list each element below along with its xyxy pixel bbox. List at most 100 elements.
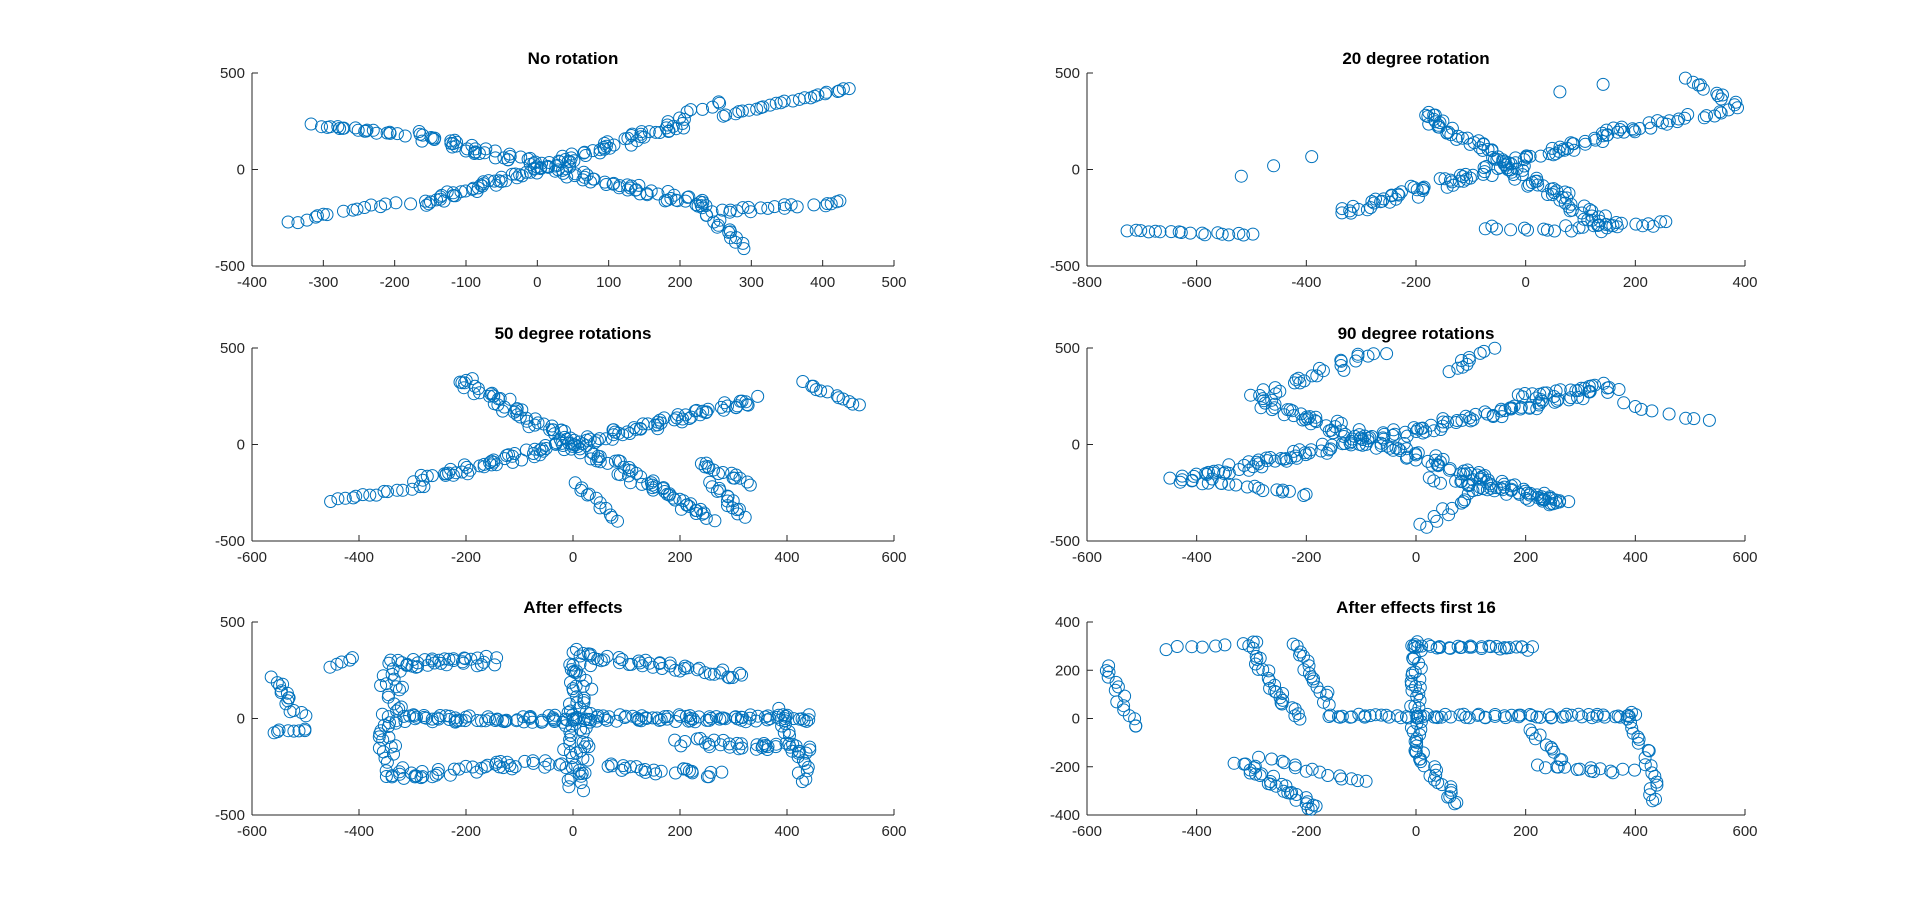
data-point (417, 480, 431, 494)
y-tick-label: -200 (1050, 759, 1080, 776)
data-point (1354, 431, 1368, 445)
data-point (1541, 188, 1555, 201)
data-point (572, 763, 586, 777)
data-point (381, 720, 395, 733)
data-point (377, 484, 391, 498)
data-point (657, 411, 671, 425)
data-point (542, 757, 556, 771)
data-point (1572, 707, 1586, 721)
data-point (589, 491, 603, 505)
data-point (446, 186, 460, 200)
data-point (1237, 458, 1251, 472)
data-point (363, 488, 377, 502)
data-point (1374, 439, 1388, 453)
data-point (433, 709, 447, 722)
data-point (1495, 410, 1509, 424)
data-point (299, 709, 313, 723)
data-point (646, 660, 660, 674)
x-tick-label: 400 (774, 823, 799, 840)
data-point (677, 762, 690, 776)
data-point (564, 437, 578, 451)
data-point (724, 231, 737, 245)
data-point (1277, 756, 1291, 770)
data-point (1540, 386, 1554, 400)
data-point (1696, 82, 1710, 96)
data-point (593, 501, 607, 515)
data-point (1714, 106, 1728, 120)
x-tick-label: -600 (237, 549, 267, 566)
data-point (599, 139, 613, 153)
data-point (728, 710, 742, 724)
data-point (505, 167, 519, 181)
data-point (323, 660, 337, 674)
data-point (779, 717, 792, 731)
data-point (1453, 467, 1467, 481)
data-point (503, 759, 517, 772)
data-point (1275, 485, 1289, 499)
data-point (590, 434, 604, 448)
data-point (1159, 643, 1173, 657)
data-point (281, 215, 295, 229)
data-point (714, 400, 728, 414)
data-point (1532, 398, 1546, 412)
data-point (561, 773, 575, 787)
data-point (598, 136, 611, 150)
data-point (490, 755, 503, 769)
data-point (396, 483, 410, 497)
data-point (576, 173, 590, 187)
data-point (578, 766, 592, 780)
data-point (1256, 392, 1270, 406)
data-point (372, 741, 386, 755)
data-point (674, 739, 688, 753)
data-point (1606, 766, 1620, 780)
data-point (1565, 708, 1579, 722)
data-point (425, 712, 439, 726)
data-point (806, 379, 820, 393)
data-point (658, 485, 672, 498)
data-point (1598, 710, 1612, 724)
data-point (459, 144, 473, 158)
data-point (1099, 664, 1113, 678)
data-point (1551, 392, 1565, 406)
data-point (1433, 455, 1447, 469)
data-point (1262, 664, 1276, 678)
data-point (471, 382, 485, 396)
x-tick-label: -600 (1072, 549, 1102, 566)
data-point (416, 473, 430, 487)
data-point (730, 736, 744, 750)
data-point (814, 384, 828, 398)
data-point (1646, 794, 1660, 808)
data-point (601, 759, 615, 773)
data-point (1596, 77, 1610, 91)
data-point (1195, 640, 1209, 654)
x-tick-label: 0 (1412, 549, 1420, 566)
data-point (1345, 432, 1359, 446)
data-point (1645, 766, 1659, 780)
data-point (737, 242, 751, 256)
data-point (486, 389, 500, 403)
data-point (457, 651, 471, 665)
y-tick-label: 0 (1072, 437, 1080, 454)
data-point (281, 724, 295, 738)
data-point (1320, 446, 1334, 460)
data-point (1455, 354, 1468, 367)
data-point (519, 165, 533, 179)
x-tick-label: -800 (1072, 274, 1102, 291)
data-point (1545, 742, 1559, 756)
data-point (743, 711, 757, 725)
data-point (593, 143, 607, 157)
data-point (503, 150, 517, 163)
data-point (722, 671, 736, 685)
data-point (830, 195, 844, 209)
data-point (1359, 774, 1373, 788)
data-point (1148, 224, 1162, 238)
data-point (786, 737, 800, 751)
data-point (754, 201, 768, 215)
data-point (338, 491, 352, 505)
data-point (481, 710, 495, 724)
data-point (1588, 131, 1602, 145)
data-point (1315, 437, 1329, 451)
data-point (633, 422, 647, 435)
data-point (632, 712, 646, 726)
data-point (1422, 471, 1436, 485)
